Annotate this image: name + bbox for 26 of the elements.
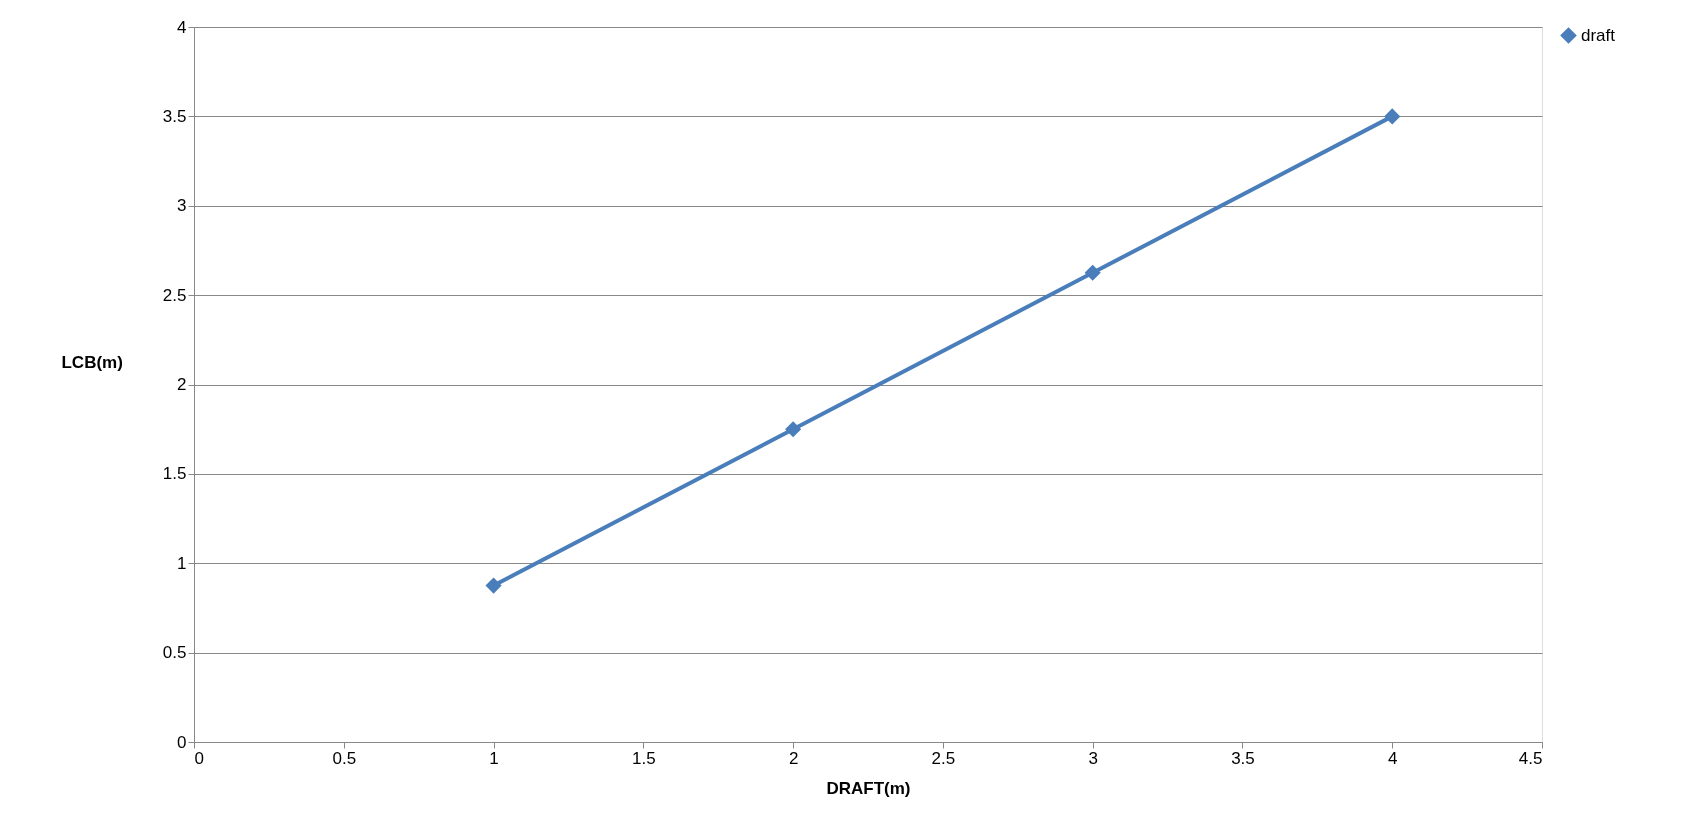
y-tick-label: 0.5 xyxy=(162,643,187,663)
x-tick-label: 4 xyxy=(1387,748,1398,768)
point xyxy=(1084,264,1101,281)
x-tick-label: 2.5 xyxy=(931,748,956,768)
x-axis-title: DRAFT(m) xyxy=(826,778,911,798)
y-tick-label: 3.5 xyxy=(162,106,187,126)
x-tick-label: 1.5 xyxy=(632,748,656,768)
y-tick-label: 4 xyxy=(177,17,187,37)
y-tick-label: 2.5 xyxy=(162,285,187,305)
x-tick-label: 3.5 xyxy=(1231,748,1255,768)
point xyxy=(785,421,802,438)
y-axis-title: LCB(m) xyxy=(61,352,123,372)
x-tick-label: 4.5 xyxy=(1518,748,1543,768)
point xyxy=(1384,108,1401,125)
x-tick-label: 3 xyxy=(1088,748,1098,768)
point xyxy=(485,577,502,594)
legend-label: draft xyxy=(1581,25,1616,45)
y-tick-label: 3 xyxy=(177,196,187,216)
x-tick-label: 0 xyxy=(194,748,204,768)
x-tick-label: 2 xyxy=(788,748,799,768)
x-tick-label: 1 xyxy=(489,748,499,768)
y-tick-label: 2 xyxy=(177,375,187,394)
y-tick-label: 1.5 xyxy=(162,464,187,484)
y-tick-label: 0 xyxy=(177,732,187,752)
y-tick-label: 1 xyxy=(177,553,187,573)
x-tick-label: 0.5 xyxy=(332,748,357,768)
